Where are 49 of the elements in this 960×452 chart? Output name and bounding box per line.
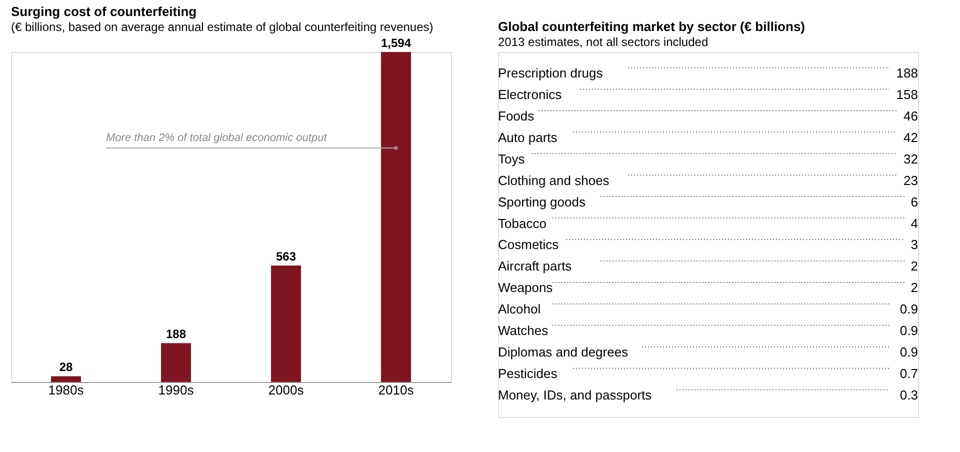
- bar: [161, 343, 191, 382]
- category-label: Clothing and shoes: [498, 172, 610, 188]
- category-label: Alcohol: [498, 302, 541, 317]
- text: Global counterfeiting market by sector (€ billions): [498, 19, 805, 34]
- data-label: 158: [896, 86, 918, 102]
- x-tick-label: 2010s: [378, 382, 414, 398]
- chart-title: Surging cost of counterfeiting: [11, 4, 197, 19]
- data-label: 32: [904, 151, 918, 166]
- data-label: 2: [910, 258, 918, 274]
- bar: [51, 376, 81, 382]
- category-label: Foods: [498, 108, 535, 124]
- category-label: Cosmetics: [498, 237, 560, 252]
- category-label: Electronics: [498, 86, 562, 102]
- bar: [271, 265, 301, 382]
- data-label: 42: [904, 130, 918, 145]
- category-label: Watches: [498, 323, 549, 338]
- data-label: 1,594: [380, 36, 412, 50]
- category-label: Toys: [498, 151, 526, 166]
- data-label: 0.9: [900, 302, 918, 317]
- data-label: 0.9: [900, 344, 918, 360]
- data-label: 46: [904, 108, 918, 124]
- data-label: 23: [904, 172, 918, 188]
- annotation: More than 2% of total global economic output: [106, 132, 328, 144]
- data-label: 563: [276, 249, 296, 264]
- data-label: 28: [59, 360, 73, 374]
- data-label: 0.7: [900, 366, 918, 382]
- data-label: 4: [910, 216, 918, 231]
- category-label: Auto parts: [498, 130, 558, 145]
- category-label: Tobacco: [498, 216, 546, 231]
- chart-subtitle: (€ billions, based on average annual estimate of global counterfeiting revenues): [11, 20, 434, 34]
- category-label: Pesticides: [498, 366, 558, 382]
- data-label: 188: [896, 65, 918, 80]
- category-label: Weapons: [498, 280, 554, 296]
- data-label: 0.9: [900, 323, 918, 338]
- data-label: 188: [166, 327, 186, 342]
- data-label: 3: [910, 237, 918, 252]
- category-label: Money, IDs, and passports: [498, 388, 652, 403]
- data-label: 6: [910, 194, 918, 210]
- data-label: 0.3: [900, 388, 918, 403]
- x-tick-label: 2000s: [268, 382, 304, 398]
- category-label: Aircraft parts: [498, 258, 572, 274]
- text: 2013 estimates, not all sectors included: [498, 35, 708, 49]
- x-tick-label: 1990s: [158, 382, 194, 398]
- category-label: Prescription drugs: [498, 65, 604, 80]
- category-label: Diplomas and degrees: [498, 344, 629, 360]
- data-label: 2: [910, 280, 918, 296]
- category-label: Sporting goods: [498, 194, 586, 210]
- x-tick-label: 1980s: [48, 382, 84, 398]
- bar: [381, 52, 411, 382]
